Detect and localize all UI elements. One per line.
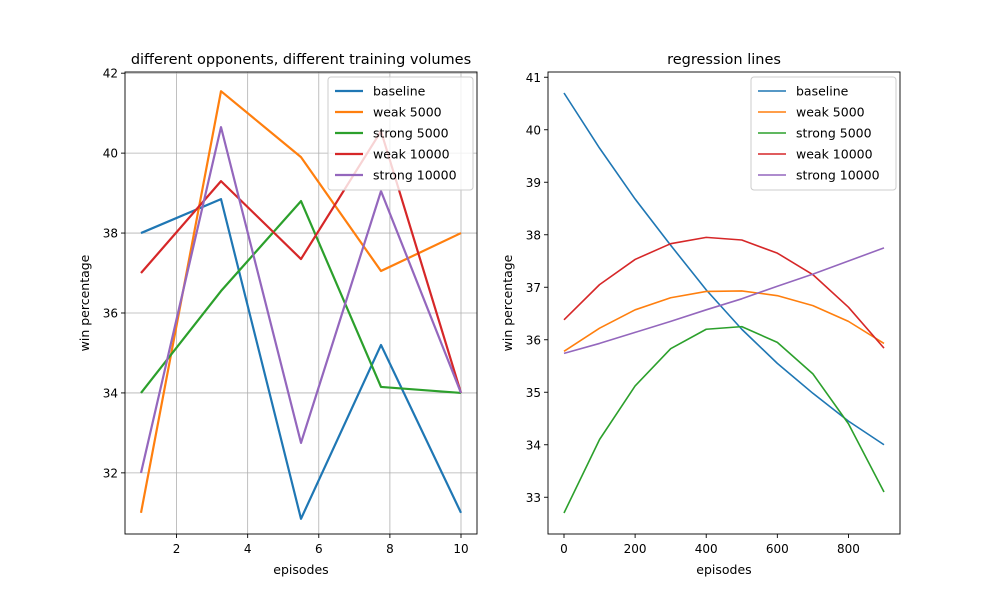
series-line-baseline <box>563 92 885 446</box>
series-line-strong-10000 <box>139 126 463 474</box>
series-line-strong-5000 <box>140 199 462 395</box>
series-group <box>139 90 463 520</box>
series-group <box>563 92 885 514</box>
legend-box <box>327 76 474 191</box>
x-tick-label: 10 <box>453 542 468 556</box>
legend-label: weak 10000 <box>373 147 450 162</box>
legend-label: strong 10000 <box>796 168 880 183</box>
series-line-weak-5000 <box>563 290 885 352</box>
x-tick-label: 800 <box>837 542 860 556</box>
x-tick-label: 400 <box>695 542 718 556</box>
y-tick-label: 41 <box>526 71 541 85</box>
x-tick-label: 2 <box>173 542 181 556</box>
series-line-strong-5000 <box>563 325 885 514</box>
y-tick-label: 34 <box>526 438 541 452</box>
y-tick-label: 39 <box>526 176 541 190</box>
y-tick-label: 36 <box>103 306 118 320</box>
legend-box <box>750 76 897 191</box>
chart-title: regression lines <box>667 52 781 68</box>
legend-label: strong 10000 <box>373 168 457 183</box>
legend-label: baseline <box>796 84 849 99</box>
axes-frame <box>124 71 478 535</box>
y-tick-label: 35 <box>526 386 541 400</box>
series-line-weak-10000 <box>140 130 463 394</box>
y-tick-label: 38 <box>103 227 118 241</box>
x-tick-label: 0 <box>560 542 568 556</box>
legend-label: baseline <box>373 84 426 99</box>
y-tick-label: 33 <box>526 491 541 505</box>
x-tick-label: 6 <box>315 542 323 556</box>
right-chart: 0 200 400 600 800 33 34 35 36 37 38 39 40 41 regressio… <box>500 52 901 577</box>
y-axis-label: win percentage <box>77 254 92 351</box>
x-axis-label: episodes <box>273 562 328 577</box>
y-axis-label: win percentage <box>500 254 515 351</box>
y-tick-label: 40 <box>526 123 541 137</box>
series-line-strong-10000 <box>563 247 885 355</box>
x-tick-label: 600 <box>766 542 789 556</box>
chart-title: different opponents, different training … <box>131 52 471 68</box>
y-tick-label: 37 <box>526 281 541 295</box>
legend-label: weak 5000 <box>373 105 442 120</box>
left-chart: 2 4 6 8 10 32 34 36 38 40 42 different opponents, d… <box>77 52 478 577</box>
y-tick-label: 32 <box>103 466 118 480</box>
x-tick-label: 200 <box>624 542 647 556</box>
y-tick-label: 36 <box>526 333 541 347</box>
legend-label: strong 5000 <box>373 126 449 141</box>
y-tick-label: 42 <box>103 67 118 81</box>
y-tick-label: 34 <box>103 386 118 400</box>
y-tick-label: 38 <box>526 228 541 242</box>
legend-label: strong 5000 <box>796 126 872 141</box>
y-tick-label: 40 <box>103 147 118 161</box>
x-tick-label: 4 <box>244 542 252 556</box>
axes-frame <box>547 71 901 535</box>
x-tick-label: 8 <box>386 542 394 556</box>
series-line-weak-10000 <box>563 236 885 349</box>
x-axis-label: episodes <box>696 562 751 577</box>
legend-label: weak 10000 <box>796 147 873 162</box>
legend-label: weak 5000 <box>796 105 865 120</box>
